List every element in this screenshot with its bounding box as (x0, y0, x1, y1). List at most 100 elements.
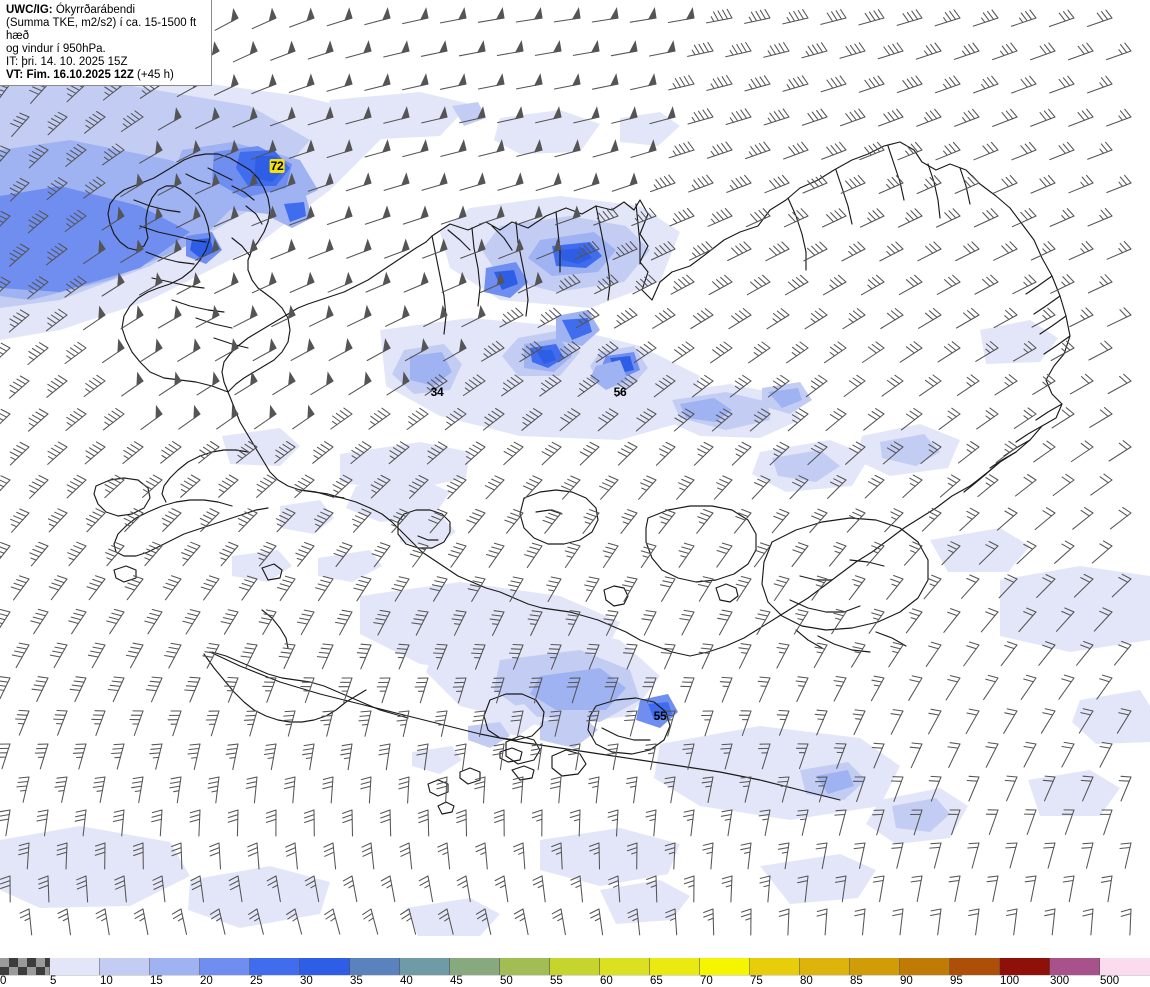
wind-barb (423, 304, 448, 328)
colorbar-segment[interactable] (800, 958, 850, 975)
wind-barb (683, 809, 695, 837)
colorbar-segment[interactable] (950, 958, 1000, 975)
wind-barb (939, 474, 961, 498)
colorbar-segment[interactable] (700, 958, 750, 975)
wind-barb (400, 908, 417, 935)
wind-barb (507, 576, 524, 603)
wind-barb (777, 842, 790, 870)
colorbar-segment[interactable] (1000, 958, 1050, 975)
colorbar-tick: 500 (1100, 975, 1120, 987)
colorbar-segment[interactable] (600, 958, 650, 975)
colorbar-segment[interactable] (1050, 958, 1100, 975)
wind-barb (0, 210, 11, 227)
colorbar-segment[interactable] (1100, 958, 1150, 975)
wind-barb (360, 776, 372, 804)
wind-barb (411, 610, 429, 636)
colorbar-segment[interactable] (750, 958, 800, 975)
wind-barb (852, 776, 866, 803)
wind-barb (648, 40, 676, 57)
wind-barb (402, 139, 429, 158)
wind-barb (10, 508, 30, 533)
tke-max-label: 34 (430, 385, 444, 399)
wind-barb (84, 441, 106, 465)
wind-barb (553, 73, 581, 90)
colorbar-segment[interactable] (300, 958, 350, 975)
wind-barb (121, 371, 144, 397)
wind-barb (727, 241, 752, 262)
wind-barb (546, 576, 562, 603)
colorbar-rule (0, 975, 1150, 976)
wind-barb (303, 809, 315, 837)
colorbar-segment[interactable] (550, 958, 600, 975)
wind-barb (610, 40, 638, 57)
wind-barb (288, 139, 315, 159)
colorbar-segment[interactable] (50, 958, 100, 975)
wind-barb (346, 238, 372, 259)
wind-barb (617, 441, 638, 466)
wind-barb (362, 908, 379, 935)
wind-barb (1031, 307, 1056, 328)
colorbar-segment[interactable] (150, 958, 200, 975)
wind-barb (1062, 875, 1075, 903)
map-canvas[interactable]: 72 34 56 55 (0, 0, 1150, 950)
wind-barb (1058, 674, 1075, 700)
wind-barb (570, 875, 584, 903)
colorbar-segment[interactable] (0, 958, 50, 975)
wind-barb (900, 407, 923, 431)
wind-barb (985, 742, 999, 768)
wind-barb (0, 875, 11, 903)
wind-barb (607, 809, 619, 837)
wind-barb (1048, 9, 1075, 28)
wind-barb (326, 205, 353, 226)
wind-barb (493, 809, 505, 837)
wind-barb (0, 342, 11, 358)
wind-barb (888, 641, 904, 668)
wind-barb (138, 206, 163, 230)
wind-barb (899, 341, 923, 363)
wind-barb (46, 177, 68, 201)
wind-barb (593, 207, 619, 226)
colorbar-segment[interactable] (100, 958, 150, 975)
wind-barb (462, 374, 486, 397)
wind-barb (1014, 473, 1037, 497)
colorbar-segment[interactable] (900, 958, 950, 975)
colorbar-segment[interactable] (650, 958, 700, 975)
wind-barb (833, 675, 847, 702)
wind-barb (313, 508, 334, 533)
colorbar-swatches[interactable] (0, 958, 1150, 975)
colorbar-segment[interactable] (250, 958, 300, 975)
wind-barb (195, 304, 220, 328)
colorbar-segment[interactable] (850, 958, 900, 975)
wind-barb (892, 908, 904, 936)
wind-barb (784, 274, 809, 296)
wind-barb (588, 776, 600, 804)
wind-barb (1011, 208, 1037, 228)
wind-barb (749, 408, 771, 432)
wind-barb (345, 40, 372, 59)
wind-barb (402, 205, 429, 225)
wind-barb (68, 608, 87, 635)
wind-barb (296, 609, 315, 636)
wind-barb (548, 710, 562, 737)
wind-barb (886, 574, 904, 600)
colorbar-segment[interactable] (400, 958, 450, 975)
wind-barb (356, 643, 372, 670)
wind-barb (65, 144, 87, 167)
wind-barb (1010, 9, 1037, 27)
wind-barb (638, 475, 657, 500)
wind-barb (955, 241, 980, 262)
colorbar-segment[interactable] (500, 958, 550, 975)
wind-barb (1081, 842, 1094, 869)
colorbar-segment[interactable] (350, 958, 400, 975)
wind-barb (804, 308, 828, 330)
wind-barb (285, 842, 298, 870)
wind-barb (205, 710, 220, 737)
colorbar-segment[interactable] (200, 958, 250, 975)
wind-barb (447, 542, 467, 568)
wind-barb (289, 205, 315, 226)
colorbar-segment[interactable] (450, 958, 500, 975)
wind-barb (263, 743, 277, 771)
wind-barb (516, 139, 543, 157)
wind-barb (307, 172, 334, 192)
wind-barb (811, 575, 828, 601)
